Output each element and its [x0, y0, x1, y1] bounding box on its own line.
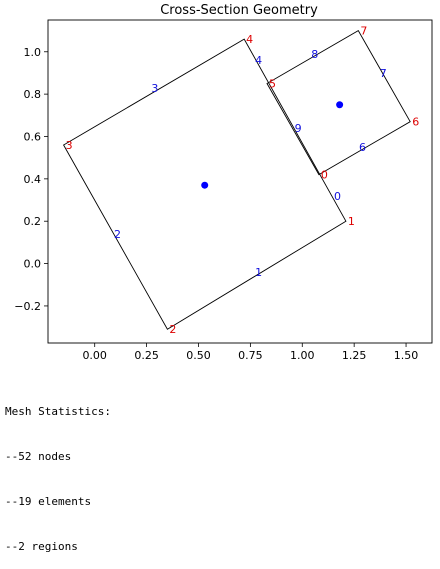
mesh-statistics: Mesh Statistics: --52 nodes --19 element… [5, 374, 111, 569]
edge-label-6: 6 [359, 141, 366, 154]
x-tick-label: 1.50 [394, 349, 419, 362]
region-centroid-1 [201, 181, 209, 189]
x-tick-label: 0.75 [238, 349, 263, 362]
edge-label-2: 2 [114, 228, 121, 241]
edge-label-4: 4 [255, 54, 262, 67]
edge-label-9: 9 [295, 122, 302, 135]
y-tick-label: 0.6 [24, 130, 42, 143]
node-label-3: 3 [66, 139, 73, 152]
edge-label-0: 0 [334, 190, 341, 203]
x-tick-label: 0.00 [82, 349, 107, 362]
node-label-6: 6 [412, 116, 419, 129]
cross-section-chart: Cross-Section Geometry 1 2 3 4 1 2 3 4 00 5 7 6 9 8 7 6… [14, 3, 433, 362]
node-label-5: 5 [269, 78, 276, 91]
stats-regions: --2 regions [5, 540, 78, 553]
y-tick-label: 1.0 [24, 46, 42, 59]
node-label-2: 2 [169, 323, 176, 336]
edge-label-8: 8 [311, 48, 318, 61]
edge-label-1: 1 [255, 266, 262, 279]
stats-elements: --19 elements [5, 495, 92, 508]
y-tick-label: 0.2 [24, 215, 42, 228]
stats-heading: Mesh Statistics: [5, 405, 111, 418]
x-tick-label: 0.25 [134, 349, 159, 362]
x-tick-label: 1.00 [290, 349, 315, 362]
y-tick-label: 0.0 [24, 258, 42, 271]
y-tick-label: 0.4 [24, 173, 42, 186]
chart-marks: 1 2 3 4 1 2 3 4 00 5 7 6 9 8 7 6 [66, 25, 420, 337]
region-outline-2 [266, 29, 411, 176]
x-tick-label: 1.25 [342, 349, 367, 362]
edge-label-7: 7 [380, 67, 387, 80]
region-outline-1 [62, 38, 347, 330]
chart-title: Cross-Section Geometry [160, 3, 318, 18]
x-tick-label: 0.50 [186, 349, 211, 362]
region-outlines [62, 29, 411, 330]
y-tick-label: −0.2 [14, 300, 41, 313]
node-label-0: 0 [321, 169, 328, 182]
edge-label-3: 3 [151, 82, 158, 95]
node-label-7: 7 [360, 25, 367, 38]
region-centroid-2 [336, 101, 344, 109]
node-label-4: 4 [246, 33, 253, 46]
node-label-1: 1 [348, 215, 355, 228]
y-tick-label: 0.8 [24, 88, 42, 101]
axes: 0.00 0.25 0.50 0.75 1.00 1.25 1.50−0.20.00.20.… [14, 19, 433, 362]
plot-frame [47, 19, 433, 344]
stats-nodes: --52 nodes [5, 450, 72, 463]
